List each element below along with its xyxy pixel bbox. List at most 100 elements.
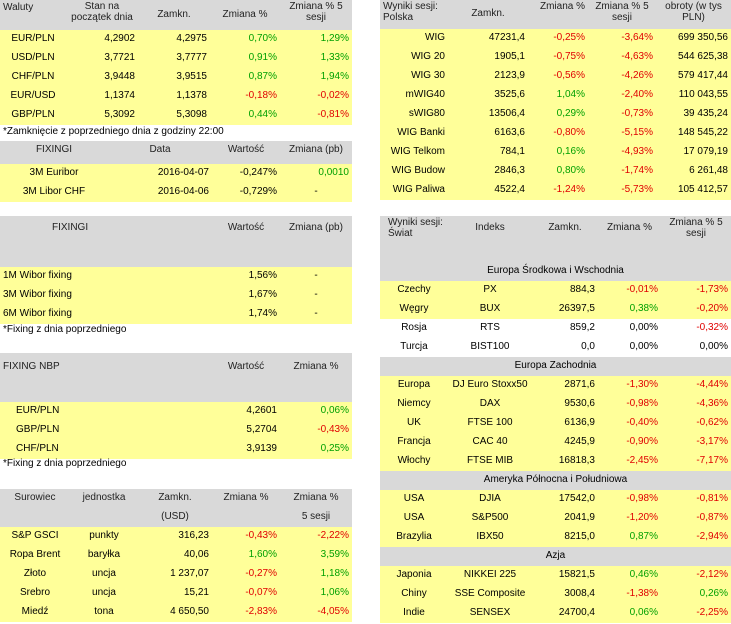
table-cell: EUR/USD: [0, 87, 66, 106]
currency-note: *Zamknięcie z poprzedniego dnia z godzin…: [3, 126, 224, 137]
table-cell: WIG Banki: [380, 124, 448, 143]
table-cell: 1,33%: [280, 49, 352, 68]
table-cell: SSE Composite: [448, 585, 532, 604]
table-cell: 0,0010: [280, 164, 352, 183]
table-cell: 5,2704: [212, 421, 280, 440]
table-cell: -0,62%: [661, 414, 731, 433]
table-cell: 47231,4: [448, 29, 528, 48]
table-cell: CAC 40: [448, 433, 532, 452]
table-cell: NIKKEI 225: [448, 566, 532, 585]
table-cell: 3M Libor CHF: [0, 183, 108, 202]
commodities-header-row-2: (USD) 5 sesji: [0, 508, 352, 527]
table-cell: WIG: [380, 29, 448, 48]
commodities-header-row: Surowiec jednostka Zamkn. Zmiana % Zmian…: [0, 489, 352, 508]
table-cell: 4,2902: [66, 30, 138, 49]
table-cell: Ropa Brent: [0, 546, 70, 565]
table-cell: BIST100: [448, 338, 532, 357]
table-row: Srebro uncja 15,21 -0,07% 1,06%: [0, 584, 352, 603]
table-cell: -0,73%: [588, 105, 656, 124]
table-cell: EUR/PLN: [0, 30, 66, 49]
table-cell: 3,9448: [66, 68, 138, 87]
table-cell: 1,29%: [280, 30, 352, 49]
table-cell: 16818,3: [532, 452, 598, 471]
table-row: Złoto uncja 1 237,07 -0,27% 1,18%: [0, 565, 352, 584]
table-row: sWIG80 13506,4 0,29% -0,73% 39 435,24: [380, 105, 731, 124]
table-cell: -0,43%: [280, 421, 352, 440]
table-cell: 0,26%: [661, 585, 731, 604]
table-row: Indie SENSEX 24700,4 0,06% -2,25%: [380, 604, 731, 623]
table-cell: 1,06%: [280, 584, 352, 603]
table-cell: 9530,6: [532, 395, 598, 414]
table-cell: 0,87%: [598, 528, 661, 547]
table-cell: Chiny: [380, 585, 448, 604]
table-cell: -: [280, 286, 352, 305]
table-row: WIG Budow 2846,3 0,80% -1,74% 6 261,48: [380, 162, 731, 181]
table-row: WIG Telkom 784,1 0,16% -4,93% 17 079,19: [380, 143, 731, 162]
wibor-table: FIXINGI Wartość Zmiana (pb) 1M Wibor fix…: [0, 216, 352, 324]
wibor-note: *Fixing z dnia poprzedniego: [3, 324, 127, 335]
table-cell: -2,83%: [212, 603, 280, 622]
table-cell: 17 079,19: [656, 143, 731, 162]
table-cell: -2,40%: [588, 86, 656, 105]
table-cell: 110 043,55: [656, 86, 731, 105]
table-cell: FTSE MIB: [448, 452, 532, 471]
table-cell: 3,59%: [280, 546, 352, 565]
table-cell: 699 350,56: [656, 29, 731, 48]
header-cell: FIXINGI: [0, 141, 108, 160]
header-cell: Waluty: [0, 0, 66, 30]
table-cell: Czechy: [380, 281, 448, 300]
libor-table: FIXINGI Data Wartość Zmiana (pb) 3M Euri…: [0, 141, 352, 202]
table-cell: 1,94%: [280, 68, 352, 87]
table-row: Japonia NIKKEI 225 15821,5 0,46% -2,12%: [380, 566, 731, 585]
header-cell: Zamkn.: [448, 0, 528, 29]
table-cell: 1 237,07: [138, 565, 212, 584]
table-row: USD/PLN 3,7721 3,7777 0,91% 1,33%: [0, 49, 352, 68]
table-cell: S&P GSCI: [0, 527, 70, 546]
table-cell: -: [280, 267, 352, 286]
table-row: Brazylia IBX50 8215,0 0,87% -2,94%: [380, 528, 731, 547]
table-row: CHF/PLN 3,9448 3,9515 0,87% 1,94%: [0, 68, 352, 87]
table-cell: 5,3098: [138, 106, 210, 125]
table-cell: -2,45%: [598, 452, 661, 471]
header-cell: Zmiana % 5 sesji: [588, 0, 656, 29]
table-row: Włochy FTSE MIB 16818,3 -2,45% -7,17%: [380, 452, 731, 471]
table-cell: 2016-04-07: [108, 164, 212, 183]
table-row: Miedź tona 4 650,50 -2,83% -4,05%: [0, 603, 352, 622]
table-cell: -0,98%: [598, 490, 661, 509]
table-cell: SENSEX: [448, 604, 532, 623]
header-cell: Zmiana %: [210, 0, 280, 30]
table-cell: mWIG40: [380, 86, 448, 105]
group-row: Europa Zachodnia: [380, 357, 731, 376]
header-cell: Zmiana %: [212, 489, 280, 508]
group-row: Europa Środkowa i Wschodnia: [380, 262, 731, 281]
table-row: 3M Euribor 2016-04-07 -0,247% 0,0010: [0, 164, 352, 183]
table-cell: baryłka: [70, 546, 138, 565]
table-cell: 3,9139: [212, 440, 280, 459]
table-cell: WIG 30: [380, 67, 448, 86]
header-cell: Zmiana % 5 sesji: [661, 216, 731, 262]
table-row: Chiny SSE Composite 3008,4 -1,38% 0,26%: [380, 585, 731, 604]
table-cell: Niemcy: [380, 395, 448, 414]
table-row: Rosja RTS 859,2 0,00% -0,32%: [380, 319, 731, 338]
table-cell: -0,81%: [280, 106, 352, 125]
header-cell: Wyniki sesji: Polska: [380, 0, 448, 29]
table-cell: -0,87%: [661, 509, 731, 528]
table-cell: 13506,4: [448, 105, 528, 124]
group-row: Azja: [380, 547, 731, 566]
table-cell: 3525,6: [448, 86, 528, 105]
group-title: Azja: [380, 547, 731, 566]
header-cell: FIXINGI: [0, 216, 212, 267]
table-row: EUR/USD 1,1374 1,1378 -0,18% -0,02%: [0, 87, 352, 106]
table-row: EUR/PLN 4,2902 4,2975 0,70% 1,29%: [0, 30, 352, 49]
table-cell: 0,80%: [528, 162, 588, 181]
poland-results-table: Wyniki sesji: Polska Zamkn. Zmiana % Zmi…: [380, 0, 731, 200]
table-cell: Srebro: [0, 584, 70, 603]
table-cell: -3,64%: [588, 29, 656, 48]
table-row: Niemcy DAX 9530,6 -0,98% -4,36%: [380, 395, 731, 414]
table-cell: -1,73%: [661, 281, 731, 300]
table-cell: -0,02%: [280, 87, 352, 106]
table-cell: 5,3092: [66, 106, 138, 125]
libor-header-row: FIXINGI Data Wartość Zmiana (pb): [0, 141, 352, 160]
header-cell: Zmiana %: [598, 216, 661, 262]
currency-header-row: Waluty Stan na początek dnia Zamkn. Zmia…: [0, 0, 352, 30]
